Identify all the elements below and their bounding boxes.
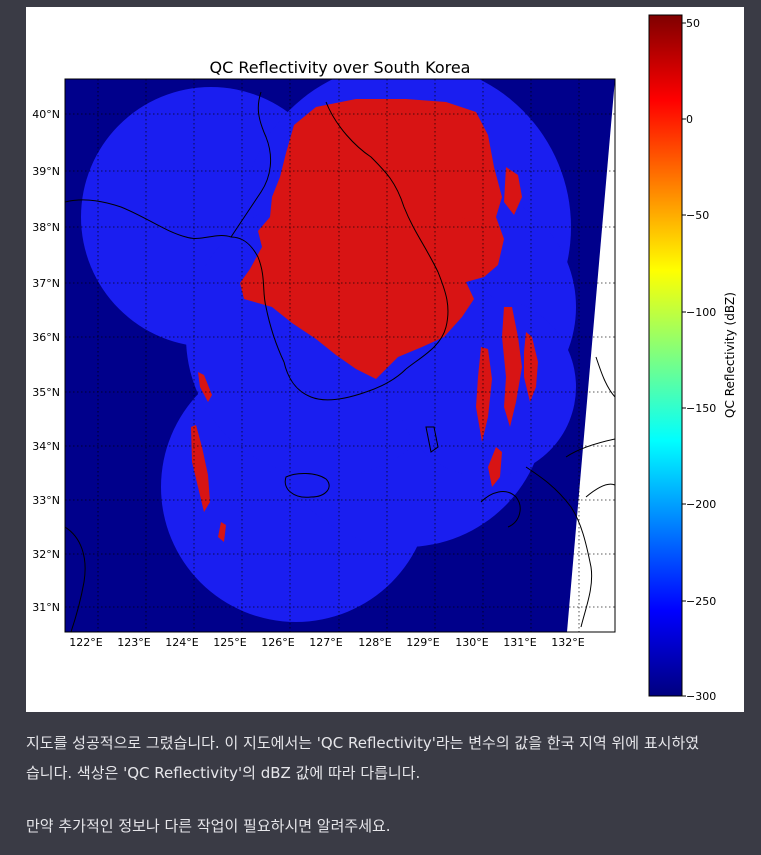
figure-card: QC Reflectivity over South Korea (26, 7, 744, 712)
outside-domain (567, 79, 615, 632)
map-area (65, 79, 615, 632)
colorbar-tick-label: −100 (686, 306, 716, 319)
colorbar-tick-label: −250 (686, 595, 716, 608)
colorbar-tick-label: 0 (686, 113, 693, 126)
y-axis-labels: 40°N 39°N 38°N 37°N 36°N 35°N 34°N 33°N … (32, 108, 60, 614)
y-tick-label: 33°N (32, 494, 60, 507)
y-tick-label: 36°N (32, 331, 60, 344)
x-tick-label: 126°E (261, 636, 294, 649)
y-tick-label: 35°N (32, 386, 60, 399)
x-tick-label: 123°E (117, 636, 150, 649)
y-tick-label: 31°N (32, 601, 60, 614)
x-tick-label: 132°E (551, 636, 584, 649)
x-tick-label: 127°E (309, 636, 342, 649)
x-tick-label: 128°E (358, 636, 391, 649)
echo-streaks (191, 167, 538, 542)
colorbar-ticks (682, 22, 686, 697)
y-tick-label: 40°N (32, 108, 60, 121)
x-tick-label: 131°E (503, 636, 536, 649)
colorbar-tick-label: 50 (686, 17, 700, 30)
colorbar-tick-label: −200 (686, 498, 716, 511)
x-tick-label: 124°E (165, 636, 198, 649)
y-tick-label: 32°N (32, 548, 60, 561)
colorbar-label: QC Reflectivity (dBZ) (723, 292, 737, 418)
assistant-message-line-3: 만약 추가적인 정보나 다른 작업이 필요하시면 알려주세요. (26, 817, 391, 835)
y-tick-label: 34°N (32, 440, 60, 453)
x-axis-labels: 122°E 123°E 124°E 125°E 126°E 127°E 128°… (69, 636, 584, 649)
y-tick-label: 38°N (32, 221, 60, 234)
y-tick-label: 39°N (32, 165, 60, 178)
colorbar (648, 14, 683, 697)
colorbar-tick-label: −150 (686, 402, 716, 415)
assistant-message-line-1: 지도를 성공적으로 그렸습니다. 이 지도에서는 'QC Reflectivit… (26, 734, 700, 752)
chart-title: QC Reflectivity over South Korea (210, 58, 471, 77)
x-tick-label: 129°E (406, 636, 439, 649)
colorbar-tick-label: −300 (686, 690, 716, 703)
colorbar-tick-labels: 50 0 −50 −100 −150 −200 −250 −300 (686, 17, 716, 703)
y-tick-label: 37°N (32, 277, 60, 290)
plot-frame (64, 78, 616, 633)
x-tick-label: 122°E (69, 636, 102, 649)
colorbar-tick-label: −50 (686, 209, 709, 222)
coastlines (65, 91, 615, 632)
assistant-message-line-2: 습니다. 색상은 'QC Reflectivity'의 dBZ 값에 따라 다릅… (26, 764, 421, 782)
echo-main (240, 99, 504, 379)
gridlines (65, 79, 615, 632)
x-tick-label: 130°E (455, 636, 488, 649)
radar-figure: QC Reflectivity over South Korea (32, 14, 737, 703)
x-tick-label: 125°E (213, 636, 246, 649)
